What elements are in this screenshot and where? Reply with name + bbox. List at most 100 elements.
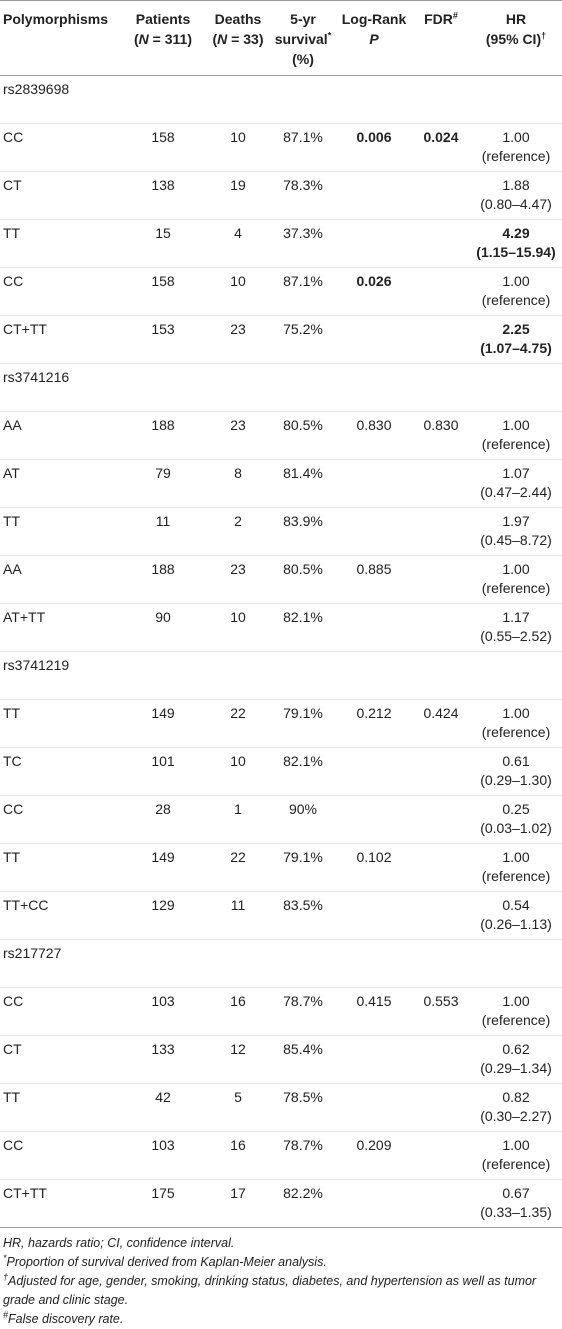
snp-name: rs2839698	[3, 81, 70, 97]
hr: 1.00	[502, 561, 530, 577]
deaths: 23	[230, 321, 246, 337]
genotype-cell: CC	[0, 123, 120, 172]
data-row: TT 42 5 78.5% 0.82 (0.30–2.27)	[0, 1083, 562, 1132]
header-text: (	[134, 31, 139, 47]
fdr-cell	[412, 1179, 470, 1228]
hr: 1.07	[502, 465, 530, 481]
hr-cell: 1.00 (reference)	[470, 411, 562, 460]
genotype-cell: AT	[0, 459, 120, 508]
survival-cell: 83.9%	[270, 507, 336, 556]
deaths-cell: 23	[206, 411, 270, 460]
deaths: 17	[230, 1185, 246, 1201]
header-mark: *	[327, 30, 332, 41]
ci: (0.47–2.44)	[480, 484, 552, 500]
p-cell: 0.830	[336, 411, 412, 460]
patients-cell: 90	[120, 603, 206, 652]
snp-row: rs3741219	[0, 651, 562, 700]
survival: 79.1%	[283, 705, 323, 721]
fdr-cell	[412, 843, 470, 892]
hr-cell: 1.00 (reference)	[470, 555, 562, 604]
deaths: 12	[230, 1041, 246, 1057]
genotype: TC	[3, 753, 22, 769]
hr-cell: 2.25 (1.07–4.75)	[470, 315, 562, 364]
p: 0.026	[356, 273, 392, 289]
ci: (reference)	[481, 1156, 551, 1172]
survival-cell: 82.1%	[270, 747, 336, 796]
footnote-text: HR, hazards ratio; CI, confidence interv…	[3, 1236, 235, 1250]
fdr-cell: 0.553	[412, 987, 470, 1036]
fdr-cell	[412, 891, 470, 940]
genotype-cell: CC	[0, 1131, 120, 1180]
patients: 11	[155, 513, 171, 529]
survival: 80.5%	[283, 417, 323, 433]
ci: (0.45–8.72)	[480, 532, 552, 548]
p-cell	[336, 891, 412, 940]
deaths: 16	[230, 993, 246, 1009]
survival-cell: 79.1%	[270, 843, 336, 892]
deaths: 23	[230, 561, 246, 577]
ci: (0.55–2.52)	[480, 628, 552, 644]
patients-cell: 175	[120, 1179, 206, 1228]
fdr: 0.424	[423, 705, 459, 721]
hr: 0.25	[502, 801, 530, 817]
deaths: 22	[230, 849, 246, 865]
genotype: CT	[3, 1041, 22, 1057]
patients: 101	[151, 753, 175, 769]
footnote-text: Adjusted for age, gender, smoking, drink…	[3, 1274, 537, 1307]
hr: 1.00	[502, 129, 530, 145]
ci: (reference)	[481, 148, 551, 164]
deaths: 10	[230, 273, 246, 289]
header-text: (	[212, 31, 218, 47]
genotype-cell: TT	[0, 843, 120, 892]
p-cell: 0.415	[336, 987, 412, 1036]
survival: 90%	[288, 801, 318, 817]
genotype-cell: TT+CC	[0, 891, 120, 940]
deaths: 16	[230, 1137, 246, 1153]
ci: (reference)	[481, 580, 551, 596]
p: 0.006	[356, 129, 392, 145]
data-row: CT 138 19 78.3% 1.88 (0.80–4.47)	[0, 171, 562, 220]
snp-name: rs217727	[3, 945, 62, 961]
footnote: †Adjusted for age, gender, smoking, drin…	[3, 1272, 559, 1310]
fdr-cell	[412, 1083, 470, 1132]
p-cell	[336, 219, 412, 268]
data-row: CT+TT 175 17 82.2% 0.67 (0.33–1.35)	[0, 1179, 562, 1228]
patients: 153	[151, 321, 175, 337]
deaths-cell: 4	[206, 219, 270, 268]
header-text: (95% CI)	[485, 31, 542, 47]
genotype: CT	[3, 177, 22, 193]
fdr-cell	[412, 1035, 470, 1084]
ci: (reference)	[481, 436, 551, 452]
snp-row: rs2839698	[0, 75, 562, 124]
fdr: 0.830	[423, 417, 459, 433]
survival: 75.2%	[283, 321, 323, 337]
patients: 138	[151, 177, 175, 193]
patients-cell: 129	[120, 891, 206, 940]
genotype-cell: TT	[0, 507, 120, 556]
patients-cell: 158	[120, 123, 206, 172]
results-table: Polymorphisms Patients (N = 311) Deaths (N…	[0, 0, 562, 1228]
genotype-cell: CC	[0, 987, 120, 1036]
patients: 188	[151, 561, 175, 577]
genotype-cell: AT+TT	[0, 603, 120, 652]
hr-cell: 1.00 (reference)	[470, 699, 562, 748]
deaths-cell: 22	[206, 699, 270, 748]
hr-cell: 1.17 (0.55–2.52)	[470, 603, 562, 652]
patients: 149	[151, 849, 175, 865]
survival: 37.3%	[283, 225, 323, 241]
genotype: CC	[3, 1137, 24, 1153]
survival-cell: 79.1%	[270, 699, 336, 748]
hr-cell: 0.54 (0.26–1.13)	[470, 891, 562, 940]
hr: 1.00	[502, 993, 530, 1009]
patients-cell: 149	[120, 699, 206, 748]
hr-cell: 0.67 (0.33–1.35)	[470, 1179, 562, 1228]
data-row: TT 15 4 37.3% 4.29 (1.15–15.94)	[0, 219, 562, 268]
header-text: FDR	[424, 11, 453, 27]
header-cell: Polymorphisms	[0, 0, 120, 76]
header-text: survival	[274, 31, 328, 47]
p-cell	[336, 795, 412, 844]
p: 0.885	[356, 561, 392, 577]
patients: 90	[155, 609, 171, 625]
survival: 85.4%	[283, 1041, 323, 1057]
